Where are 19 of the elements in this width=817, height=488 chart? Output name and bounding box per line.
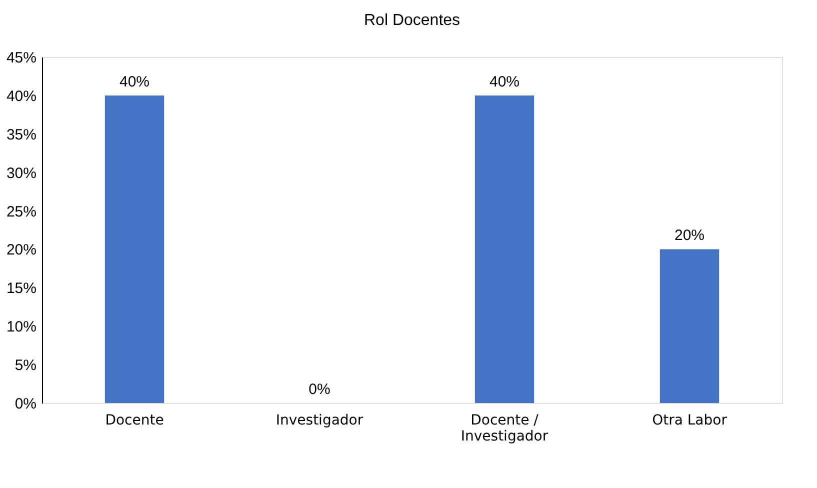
- y-tick-label: 5%: [14, 357, 36, 374]
- x-tick-label: Docente / Investigador: [460, 412, 548, 444]
- y-tick-label: 40%: [6, 88, 36, 105]
- y-tick-label: 15%: [6, 280, 36, 298]
- y-tick-label: 30%: [6, 164, 36, 182]
- data-label: 40%: [489, 73, 520, 90]
- y-tick-label: 25%: [6, 203, 36, 220]
- x-tick-label: Investigador: [276, 412, 364, 428]
- y-tick-label: 35%: [6, 126, 36, 144]
- x-tick-label: Docente: [105, 412, 164, 428]
- y-tick-label: 45%: [6, 50, 36, 66]
- x-tick-label: Otra Labor: [652, 412, 728, 428]
- y-tick-label: 20%: [6, 242, 36, 259]
- y-tick-label: 0%: [14, 396, 36, 412]
- data-label: 40%: [119, 73, 150, 90]
- chart-title: Rol Docentes: [364, 12, 460, 29]
- data-label: 0%: [308, 381, 330, 398]
- y-tick-label: 10%: [6, 318, 36, 336]
- data-label: 20%: [674, 227, 705, 244]
